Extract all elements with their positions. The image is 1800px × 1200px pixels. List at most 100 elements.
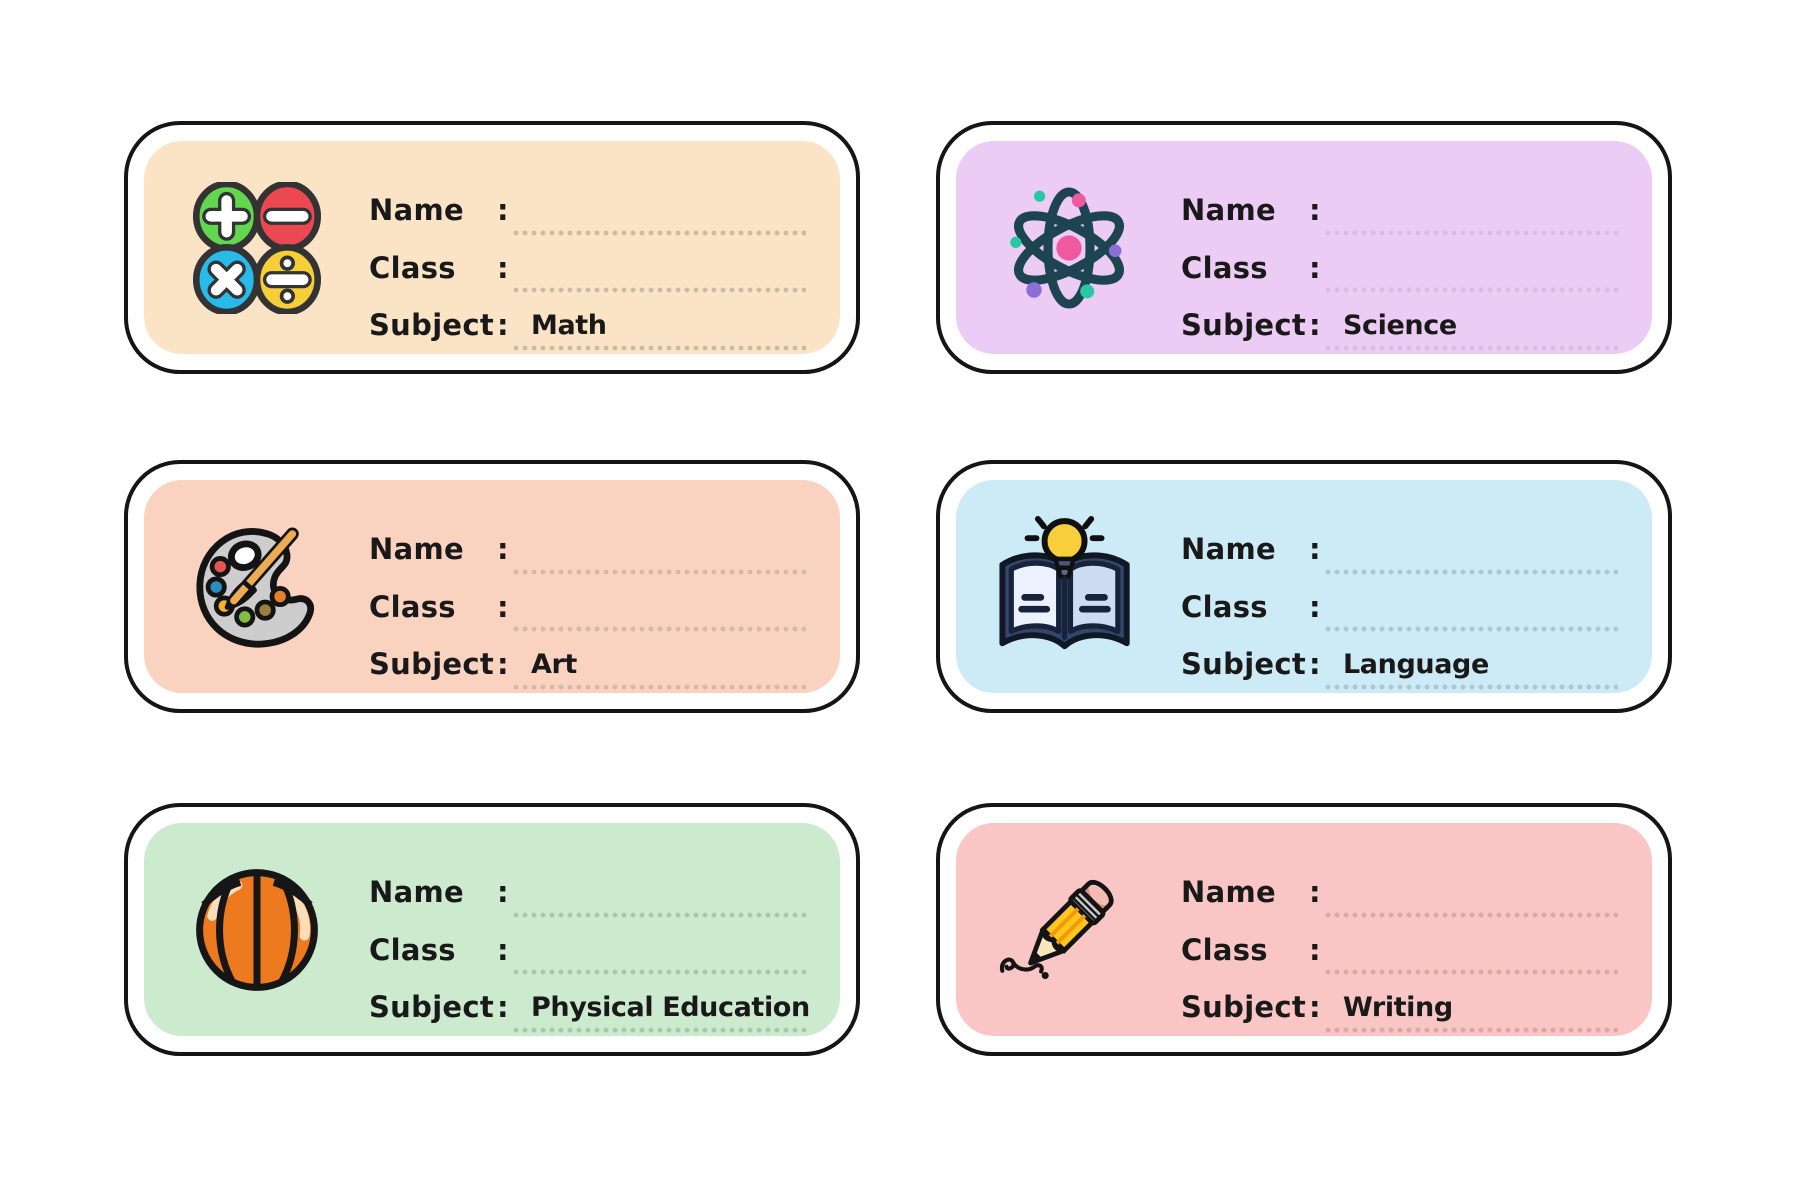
name-value-line bbox=[1325, 229, 1618, 236]
subject-label: Subject bbox=[369, 990, 495, 1025]
subject-field: Subject: Math bbox=[369, 296, 806, 354]
class-field: Class: bbox=[1181, 921, 1618, 979]
icon-zone bbox=[956, 178, 1181, 318]
colon: : bbox=[1309, 192, 1321, 227]
subject-value: Art bbox=[531, 648, 577, 680]
class-label: Class bbox=[1181, 250, 1268, 285]
class-field: Class: bbox=[369, 239, 806, 297]
card-fields: Name: Class: Subject: Art bbox=[369, 480, 840, 693]
subject-value: Physical Education bbox=[531, 991, 810, 1023]
icon-zone bbox=[956, 862, 1181, 998]
colon: : bbox=[1309, 589, 1321, 624]
name-value-line bbox=[1325, 568, 1618, 575]
card-panel: Name: Class: Subject: Physical Education bbox=[144, 823, 840, 1036]
math-operations-icon bbox=[192, 181, 321, 314]
class-value-line bbox=[1325, 969, 1618, 976]
subject-field: Subject: Writing bbox=[1181, 978, 1618, 1036]
name-label: Name bbox=[369, 874, 464, 909]
colon: : bbox=[497, 874, 509, 909]
icon-zone bbox=[144, 519, 369, 655]
class-field: Class: bbox=[1181, 239, 1618, 297]
name-field: Name: bbox=[1181, 520, 1618, 578]
colon: : bbox=[497, 531, 509, 566]
class-value-line bbox=[1325, 287, 1618, 294]
subject-value-line bbox=[1325, 1027, 1618, 1034]
name-field: Name: bbox=[1181, 863, 1618, 921]
class-label: Class bbox=[369, 932, 456, 967]
name-label: Name bbox=[1181, 874, 1276, 909]
atom-icon bbox=[1009, 186, 1124, 309]
basketball-icon bbox=[195, 868, 318, 991]
colon: : bbox=[497, 990, 509, 1025]
card-panel: Name: Class: Subject: Art bbox=[144, 480, 840, 693]
card-fields: Name: Class: Subject: Language bbox=[1181, 480, 1652, 693]
class-field: Class: bbox=[369, 921, 810, 979]
label-card-physical-education: Name: Class: Subject: Physical Education bbox=[124, 803, 860, 1056]
subject-label: Subject bbox=[369, 308, 495, 343]
label-card-science: Name: Class: Subject: Science bbox=[936, 121, 1672, 374]
name-field: Name: bbox=[369, 520, 806, 578]
subject-value-line bbox=[1325, 345, 1618, 352]
name-value-line bbox=[513, 911, 810, 918]
name-field: Name: bbox=[369, 181, 806, 239]
colon: : bbox=[497, 647, 509, 682]
subject-value-line bbox=[1325, 684, 1618, 691]
label-card-math: Name: Class: Subject: Math bbox=[124, 121, 860, 374]
pencil-icon bbox=[999, 879, 1114, 979]
card-fields: Name: Class: Subject: Science bbox=[1181, 141, 1652, 354]
card-panel: Name: Class: Subject: Writing bbox=[956, 823, 1652, 1036]
icon-zone bbox=[144, 860, 369, 1000]
name-field: Name: bbox=[369, 863, 810, 921]
subject-field: Subject: Language bbox=[1181, 635, 1618, 693]
colon: : bbox=[1309, 932, 1321, 967]
card-panel: Name: Class: Subject: Language bbox=[956, 480, 1652, 693]
class-value-line bbox=[513, 287, 806, 294]
colon: : bbox=[497, 589, 509, 624]
icon-zone bbox=[956, 513, 1181, 661]
subject-value: Writing bbox=[1343, 991, 1453, 1023]
subject-value-line bbox=[513, 345, 806, 352]
colon: : bbox=[497, 932, 509, 967]
card-fields: Name: Class: Subject: Writing bbox=[1181, 823, 1652, 1036]
class-label: Class bbox=[1181, 589, 1268, 624]
colon: : bbox=[497, 192, 509, 227]
book-lightbulb-icon bbox=[998, 515, 1130, 649]
colon: : bbox=[1309, 250, 1321, 285]
label-card-language: Name: Class: Subject: Language bbox=[936, 460, 1672, 713]
subject-field: Subject: Art bbox=[369, 635, 806, 693]
name-value-line bbox=[513, 568, 806, 575]
name-label: Name bbox=[1181, 192, 1276, 227]
class-label: Class bbox=[369, 250, 456, 285]
subject-label: Subject bbox=[1181, 308, 1307, 343]
subject-label: Subject bbox=[1181, 990, 1307, 1025]
subject-value: Math bbox=[531, 309, 607, 341]
card-fields: Name: Class: Subject: Math bbox=[369, 141, 840, 354]
colon: : bbox=[497, 250, 509, 285]
card-fields: Name: Class: Subject: Physical Education bbox=[369, 823, 844, 1036]
class-field: Class: bbox=[1181, 578, 1618, 636]
colon: : bbox=[1309, 531, 1321, 566]
name-field: Name: bbox=[1181, 181, 1618, 239]
class-label: Class bbox=[369, 589, 456, 624]
card-panel: Name: Class: Subject: Science bbox=[956, 141, 1652, 354]
subject-field: Subject: Physical Education bbox=[369, 978, 810, 1036]
label-card-writing: Name: Class: Subject: Writing bbox=[936, 803, 1672, 1056]
subject-value: Science bbox=[1343, 309, 1457, 341]
subject-value-line bbox=[513, 684, 806, 691]
name-label: Name bbox=[369, 192, 464, 227]
colon: : bbox=[1309, 647, 1321, 682]
class-field: Class: bbox=[369, 578, 806, 636]
label-card-art: Name: Class: Subject: Art bbox=[124, 460, 860, 713]
paint-palette-icon bbox=[195, 527, 314, 648]
class-value-line bbox=[1325, 626, 1618, 633]
name-value-line bbox=[1325, 911, 1618, 918]
class-value-line bbox=[513, 969, 810, 976]
subject-value-line bbox=[513, 1027, 810, 1034]
subject-label: Subject bbox=[369, 647, 495, 682]
class-value-line bbox=[513, 626, 806, 633]
subject-value: Language bbox=[1343, 648, 1489, 680]
colon: : bbox=[497, 308, 509, 343]
name-label: Name bbox=[369, 531, 464, 566]
icon-zone bbox=[144, 181, 369, 314]
